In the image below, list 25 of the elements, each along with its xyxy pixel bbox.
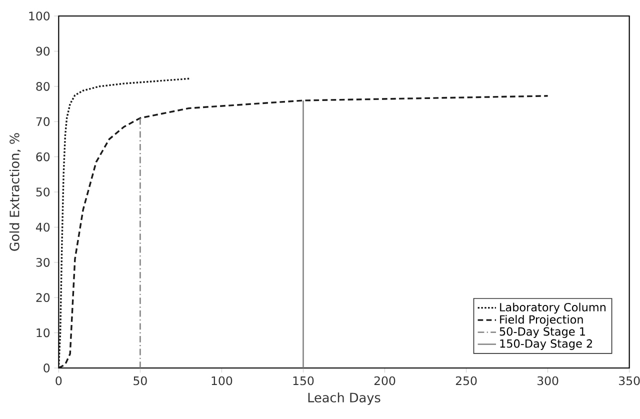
- x-tick-label: 350: [619, 376, 640, 386]
- y-tick-label: 50: [36, 187, 50, 196]
- x-tick-label: 200: [374, 376, 396, 386]
- x-tick-label: 250: [456, 376, 477, 386]
- legend-label: 150-Day Stage 2: [500, 339, 592, 350]
- legend-label: Laboratory Column: [500, 302, 606, 314]
- y-tick-label: 20: [36, 293, 50, 302]
- y-tick-label: 40: [36, 222, 50, 232]
- y-tick-label: 100: [29, 11, 50, 20]
- x-axis-title: Leach Days: [308, 392, 380, 405]
- y-tick-label: 30: [36, 258, 50, 267]
- legend-label: 50-Day Stage 1: [500, 327, 585, 338]
- y-tick-label: 10: [36, 328, 50, 338]
- y-tick-label: 90: [36, 46, 50, 56]
- y-tick-label: 0: [44, 363, 50, 372]
- x-tick-label: 300: [537, 376, 558, 386]
- y-tick-label: 60: [36, 152, 50, 162]
- y-tick-label: 80: [36, 82, 50, 91]
- x-tick-label: 100: [212, 376, 232, 386]
- x-tick-label: 0: [56, 376, 62, 386]
- legend-label: Field Projection: [500, 314, 583, 326]
- x-tick-label: 150: [293, 376, 314, 386]
- y-axis-title: Gold Extraction, %: [9, 133, 21, 251]
- x-tick-label: 50: [134, 376, 147, 386]
- y-tick-label: 70: [36, 117, 50, 126]
